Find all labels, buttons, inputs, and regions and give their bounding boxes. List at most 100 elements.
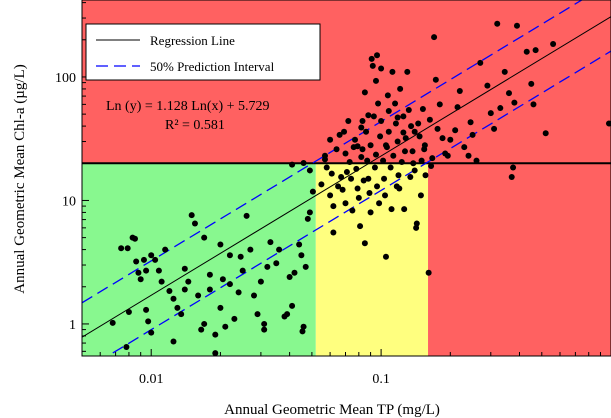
data-point xyxy=(206,286,213,293)
data-point xyxy=(348,175,355,182)
data-point xyxy=(342,200,349,207)
data-point xyxy=(148,252,155,259)
data-point xyxy=(484,82,491,89)
zone-green xyxy=(82,163,316,356)
data-point xyxy=(330,203,337,210)
data-point xyxy=(505,90,512,97)
data-point xyxy=(358,153,365,160)
data-point xyxy=(361,89,368,96)
data-point xyxy=(425,269,432,276)
data-point xyxy=(431,34,438,41)
data-point xyxy=(434,125,441,132)
data-point xyxy=(418,157,425,164)
data-point xyxy=(181,265,188,272)
data-point xyxy=(201,234,208,241)
legend-prediction-label: 50% Prediction Interval xyxy=(150,59,275,74)
data-point xyxy=(355,194,362,201)
data-point xyxy=(188,212,195,219)
data-point xyxy=(143,306,150,313)
data-point xyxy=(381,175,388,182)
data-point xyxy=(377,133,384,140)
data-point xyxy=(389,68,396,75)
data-point xyxy=(109,319,116,326)
data-point xyxy=(338,173,345,180)
data-point xyxy=(370,113,377,120)
data-point xyxy=(231,315,238,322)
data-point xyxy=(405,107,412,114)
data-point xyxy=(378,117,385,124)
data-point xyxy=(342,150,349,157)
data-point xyxy=(413,220,420,227)
data-point xyxy=(341,128,348,135)
data-point xyxy=(392,120,399,127)
data-point xyxy=(510,164,517,171)
data-point xyxy=(343,168,350,175)
data-point xyxy=(385,108,392,115)
data-point xyxy=(364,157,371,164)
data-point xyxy=(375,100,382,107)
data-point xyxy=(354,185,361,192)
data-point xyxy=(359,146,366,153)
data-point xyxy=(145,318,152,325)
data-point xyxy=(261,326,268,333)
data-point xyxy=(400,113,407,120)
zones-layer xyxy=(82,0,611,356)
data-point xyxy=(444,152,451,159)
data-point xyxy=(235,289,242,296)
data-point xyxy=(365,112,372,119)
data-point xyxy=(328,170,335,177)
data-point xyxy=(226,281,233,288)
data-point xyxy=(473,157,480,164)
data-point xyxy=(254,311,261,318)
data-point xyxy=(358,124,365,131)
data-point xyxy=(318,181,325,188)
data-point xyxy=(267,239,274,246)
data-point xyxy=(395,172,402,179)
data-point xyxy=(336,131,343,138)
data-point xyxy=(247,246,254,253)
data-point xyxy=(201,320,208,327)
data-point xyxy=(469,131,476,138)
data-point xyxy=(494,20,501,27)
data-point xyxy=(330,229,337,236)
data-point xyxy=(300,323,307,330)
data-point xyxy=(415,120,422,127)
data-point xyxy=(372,77,379,84)
data-point xyxy=(421,146,428,153)
data-point xyxy=(345,117,352,124)
data-point xyxy=(394,138,401,145)
data-point xyxy=(143,267,150,274)
data-point xyxy=(382,253,389,260)
data-point xyxy=(273,260,280,267)
data-point xyxy=(388,206,395,213)
data-point xyxy=(219,276,226,283)
data-point xyxy=(166,287,173,294)
data-point xyxy=(374,183,381,190)
ticks-layer: 0.01 0.1 1 10 100 xyxy=(55,2,611,387)
data-point xyxy=(467,119,474,126)
data-point xyxy=(133,258,140,265)
data-point xyxy=(394,114,401,121)
data-point xyxy=(417,192,424,199)
data-point xyxy=(387,164,394,171)
data-point xyxy=(299,328,306,335)
data-point xyxy=(306,209,313,216)
data-point xyxy=(191,220,198,227)
prediction-upper-line xyxy=(82,0,583,304)
data-point xyxy=(363,128,370,135)
data-point xyxy=(124,245,131,252)
data-point xyxy=(162,246,169,253)
data-point xyxy=(366,189,373,196)
y-tick-label: 100 xyxy=(55,71,76,86)
data-point xyxy=(243,212,250,219)
data-point xyxy=(550,40,557,47)
y-tick-label: 10 xyxy=(62,194,76,209)
data-point xyxy=(456,87,463,94)
data-point xyxy=(360,177,367,184)
data-point xyxy=(428,163,435,170)
regression-lines-layer xyxy=(82,0,611,356)
data-point xyxy=(436,101,443,108)
data-point xyxy=(382,192,389,199)
data-point xyxy=(542,130,549,137)
